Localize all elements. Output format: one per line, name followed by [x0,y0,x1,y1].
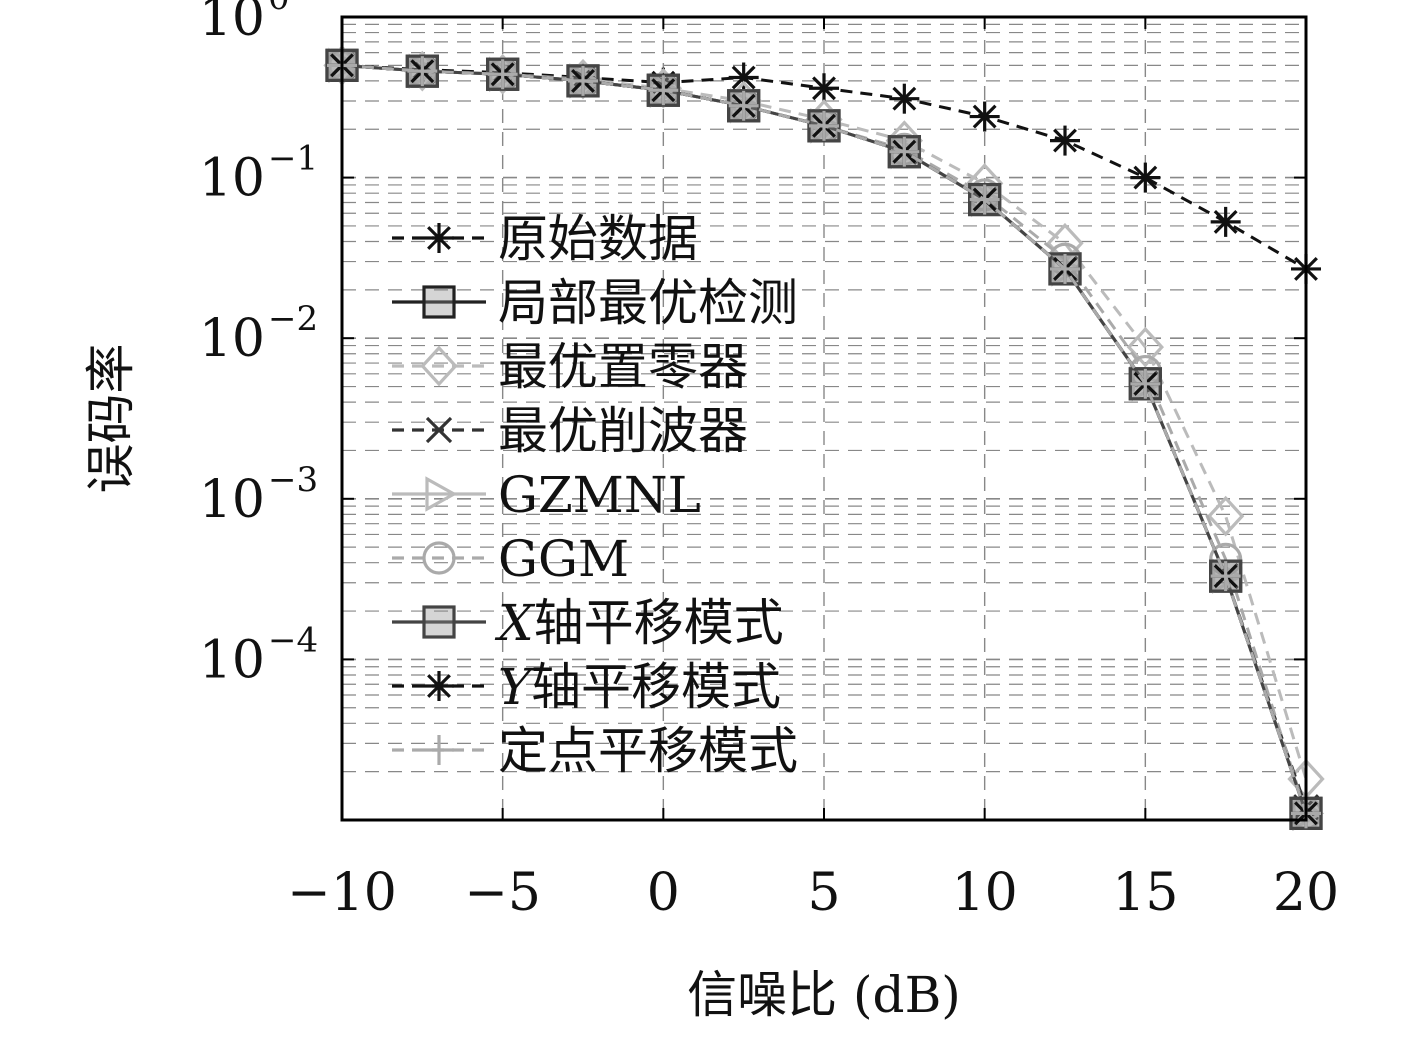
legend-entry: GZMNL [392,466,701,524]
legend-entry: 最优削波器 [392,402,748,460]
legend-label: 局部最优检测 [498,274,798,332]
data-point [407,56,438,87]
data-point [1130,162,1161,193]
legend-entry: 定点平移模式 [392,722,798,780]
legend-marker [422,541,456,575]
x-tick-label: 15 [1112,863,1178,923]
data-point [728,90,759,121]
data-point [1126,326,1165,368]
y-tick-exponent: −1 [268,139,318,179]
legend-entry: 最优置零器 [392,338,748,396]
data-point [568,65,598,96]
legend-label: GZMNL [498,466,701,524]
data-point [809,73,839,104]
y-tick-label: 10 [199,309,265,369]
x-tick-label: 20 [1273,863,1339,923]
legend-marker [422,285,456,319]
data-point [889,136,920,167]
data-point [487,59,518,90]
x-tick-label: −5 [464,863,541,923]
legend-entry: 局部最优检测 [392,274,798,332]
series-layer [323,44,1325,832]
legend-marker [420,345,458,387]
x-tick-label: −10 [287,863,397,923]
legend-entry: GGM [392,530,629,588]
legend-marker [425,476,458,512]
legend-entry: 原始数据 [392,210,698,268]
y-tick-exponent: −4 [268,620,318,660]
data-point [969,184,1000,215]
data-point [809,110,839,141]
legend-marker [424,223,454,253]
legend-marker [422,605,456,639]
legend-label: 最优削波器 [498,402,748,460]
y-tick-label: 10 [199,630,265,690]
y-tick-label: 10 [199,0,265,48]
x-axis-label: 信噪比 (dB) [687,966,961,1024]
legend-label: 最优置零器 [498,338,748,396]
data-point [1130,368,1161,399]
series-5 [328,47,1325,832]
data-point [648,75,679,106]
tick-layer: −10−50510152010010−110−210−310−4 [199,0,1339,923]
x-tick-label: 5 [807,863,840,923]
legend-label: X轴平移模式 [494,594,784,652]
y-tick-exponent: −3 [268,460,318,500]
legend-label: 原始数据 [498,210,698,268]
y-tick-exponent: 0 [268,0,290,18]
y-tick-exponent: −2 [268,299,318,339]
series-9 [327,50,1321,829]
legend-marker [424,671,454,701]
y-tick-label: 10 [199,470,265,530]
data-point [1050,253,1080,284]
x-tick-label: 0 [647,863,680,923]
data-point [1206,495,1245,537]
data-point [889,83,920,114]
legend-label: Y轴平移模式 [498,658,781,716]
legend-label: GGM [498,530,629,588]
y-tick-label: 10 [199,149,265,209]
x-tick-label: 10 [952,863,1018,923]
data-point [1210,561,1241,592]
data-point [1210,206,1241,237]
legend-label: 定点平移模式 [498,722,798,780]
legend-marker [424,735,454,765]
y-axis-label: 误码率 [82,344,140,494]
data-point [728,62,759,93]
data-point [1050,125,1080,156]
legend-entry: Y轴平移模式 [392,658,781,716]
legend-marker [425,416,453,444]
data-point [969,101,1000,132]
legend-entry: X轴平移模式 [392,594,784,652]
